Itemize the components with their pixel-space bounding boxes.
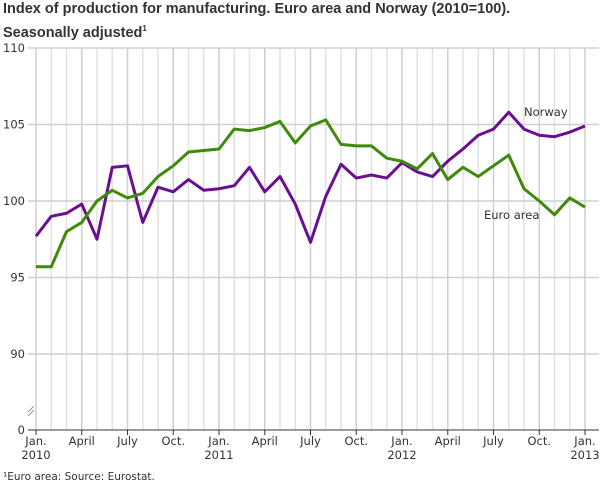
chart-title: Index of production for manufacturing. E… <box>3 1 511 41</box>
series-label: Norway <box>524 105 568 119</box>
x-tick-label: April <box>252 434 278 448</box>
series-line-norway <box>34 110 586 244</box>
y-tick-label: 110 <box>3 41 25 55</box>
footnote: ¹Euro area: Source: Eurostat. <box>3 471 155 483</box>
axis-break-icon <box>27 405 35 417</box>
y-tick-label: 95 <box>10 271 25 285</box>
series-line-euro-area <box>36 118 586 269</box>
x-tick-year: 2013 <box>570 448 599 462</box>
y-tick-label: 105 <box>3 118 25 132</box>
x-tick-label: April <box>435 434 461 448</box>
x-tick-label: July <box>482 434 504 448</box>
y-tick-label: 100 <box>3 194 25 208</box>
series-label: Euro area <box>484 208 539 222</box>
x-tick-label: Oct. <box>344 434 368 448</box>
x-tick-label: Jan. <box>207 434 229 448</box>
x-tick-label: Oct. <box>161 434 185 448</box>
x-tick-label: July <box>116 434 138 448</box>
x-tick-label: April <box>69 434 95 448</box>
x-tick-label: Oct. <box>527 434 551 448</box>
x-tick-label: Jan. <box>390 434 412 448</box>
x-tick-year: 2012 <box>387 448 416 462</box>
x-tick-year: 2010 <box>21 448 50 462</box>
x-tick-year: 2011 <box>204 448 233 462</box>
x-tick-label: Jan. <box>573 434 595 448</box>
y-tick-label: 90 <box>10 347 25 361</box>
x-tick-label: Jan. <box>24 434 46 448</box>
y-tick-label: 0 <box>18 423 25 437</box>
x-tick-label: July <box>299 434 321 448</box>
